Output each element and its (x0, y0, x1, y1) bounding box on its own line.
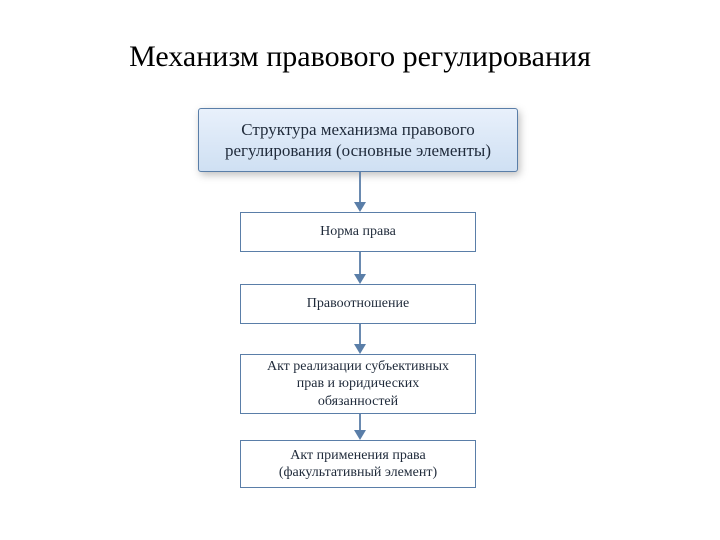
page-title: Механизм правового регулирования (0, 40, 720, 74)
node-pravo: Правоотношение (240, 284, 476, 324)
node-root-label: Структура механизма правового регулирова… (225, 119, 491, 162)
node-akt-realizacii: Акт реализации субъективных прав и юриди… (240, 354, 476, 414)
edge-n1-n2 (350, 252, 370, 284)
node-norma: Норма права (240, 212, 476, 252)
node-root: Структура механизма правового регулирова… (198, 108, 518, 172)
edge-n3-n4 (350, 414, 370, 440)
node-akt-primeneniya-label: Акт применения права (факультативный эле… (279, 447, 437, 482)
edge-n2-n3 (350, 324, 370, 354)
edge-root-n1 (350, 172, 370, 212)
diagram-canvas: Механизм правового регулирования Структу… (0, 0, 720, 540)
node-akt-realizacii-label: Акт реализации субъективных прав и юриди… (267, 358, 449, 411)
node-norma-label: Норма права (320, 223, 396, 241)
node-akt-primeneniya: Акт применения права (факультативный эле… (240, 440, 476, 488)
node-pravo-label: Правоотношение (307, 295, 409, 313)
